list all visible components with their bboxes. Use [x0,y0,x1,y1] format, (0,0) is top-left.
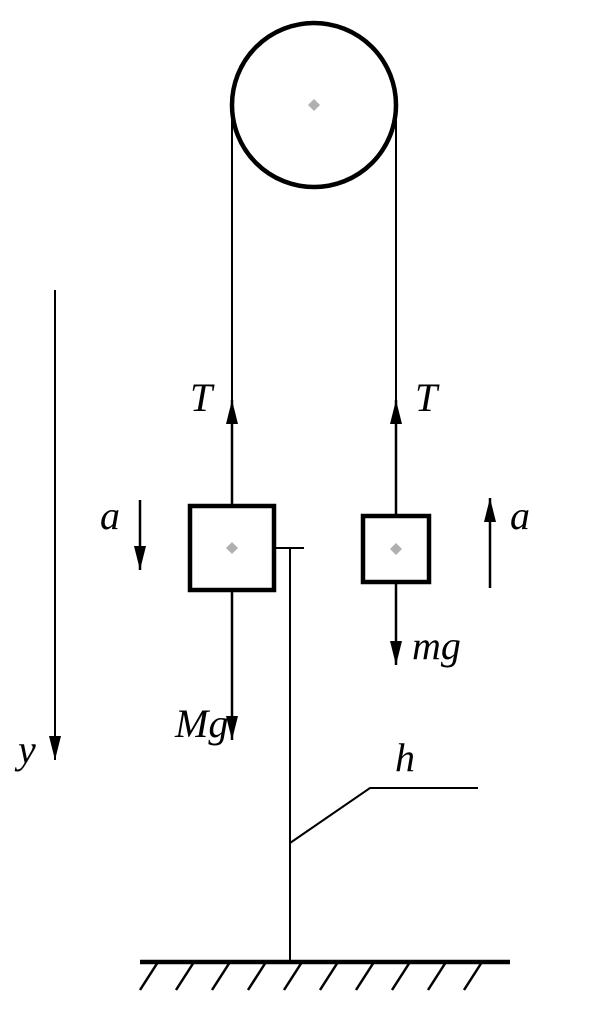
label-T-right: T [415,378,437,418]
label-T-left: T [190,378,212,418]
label-a-right: a [510,496,530,536]
label-h: h [395,738,415,778]
label-mg: mg [412,626,461,666]
label-a-left: a [100,496,120,536]
label-Mg: Mg [175,704,228,744]
label-y-axis: y [18,730,36,770]
